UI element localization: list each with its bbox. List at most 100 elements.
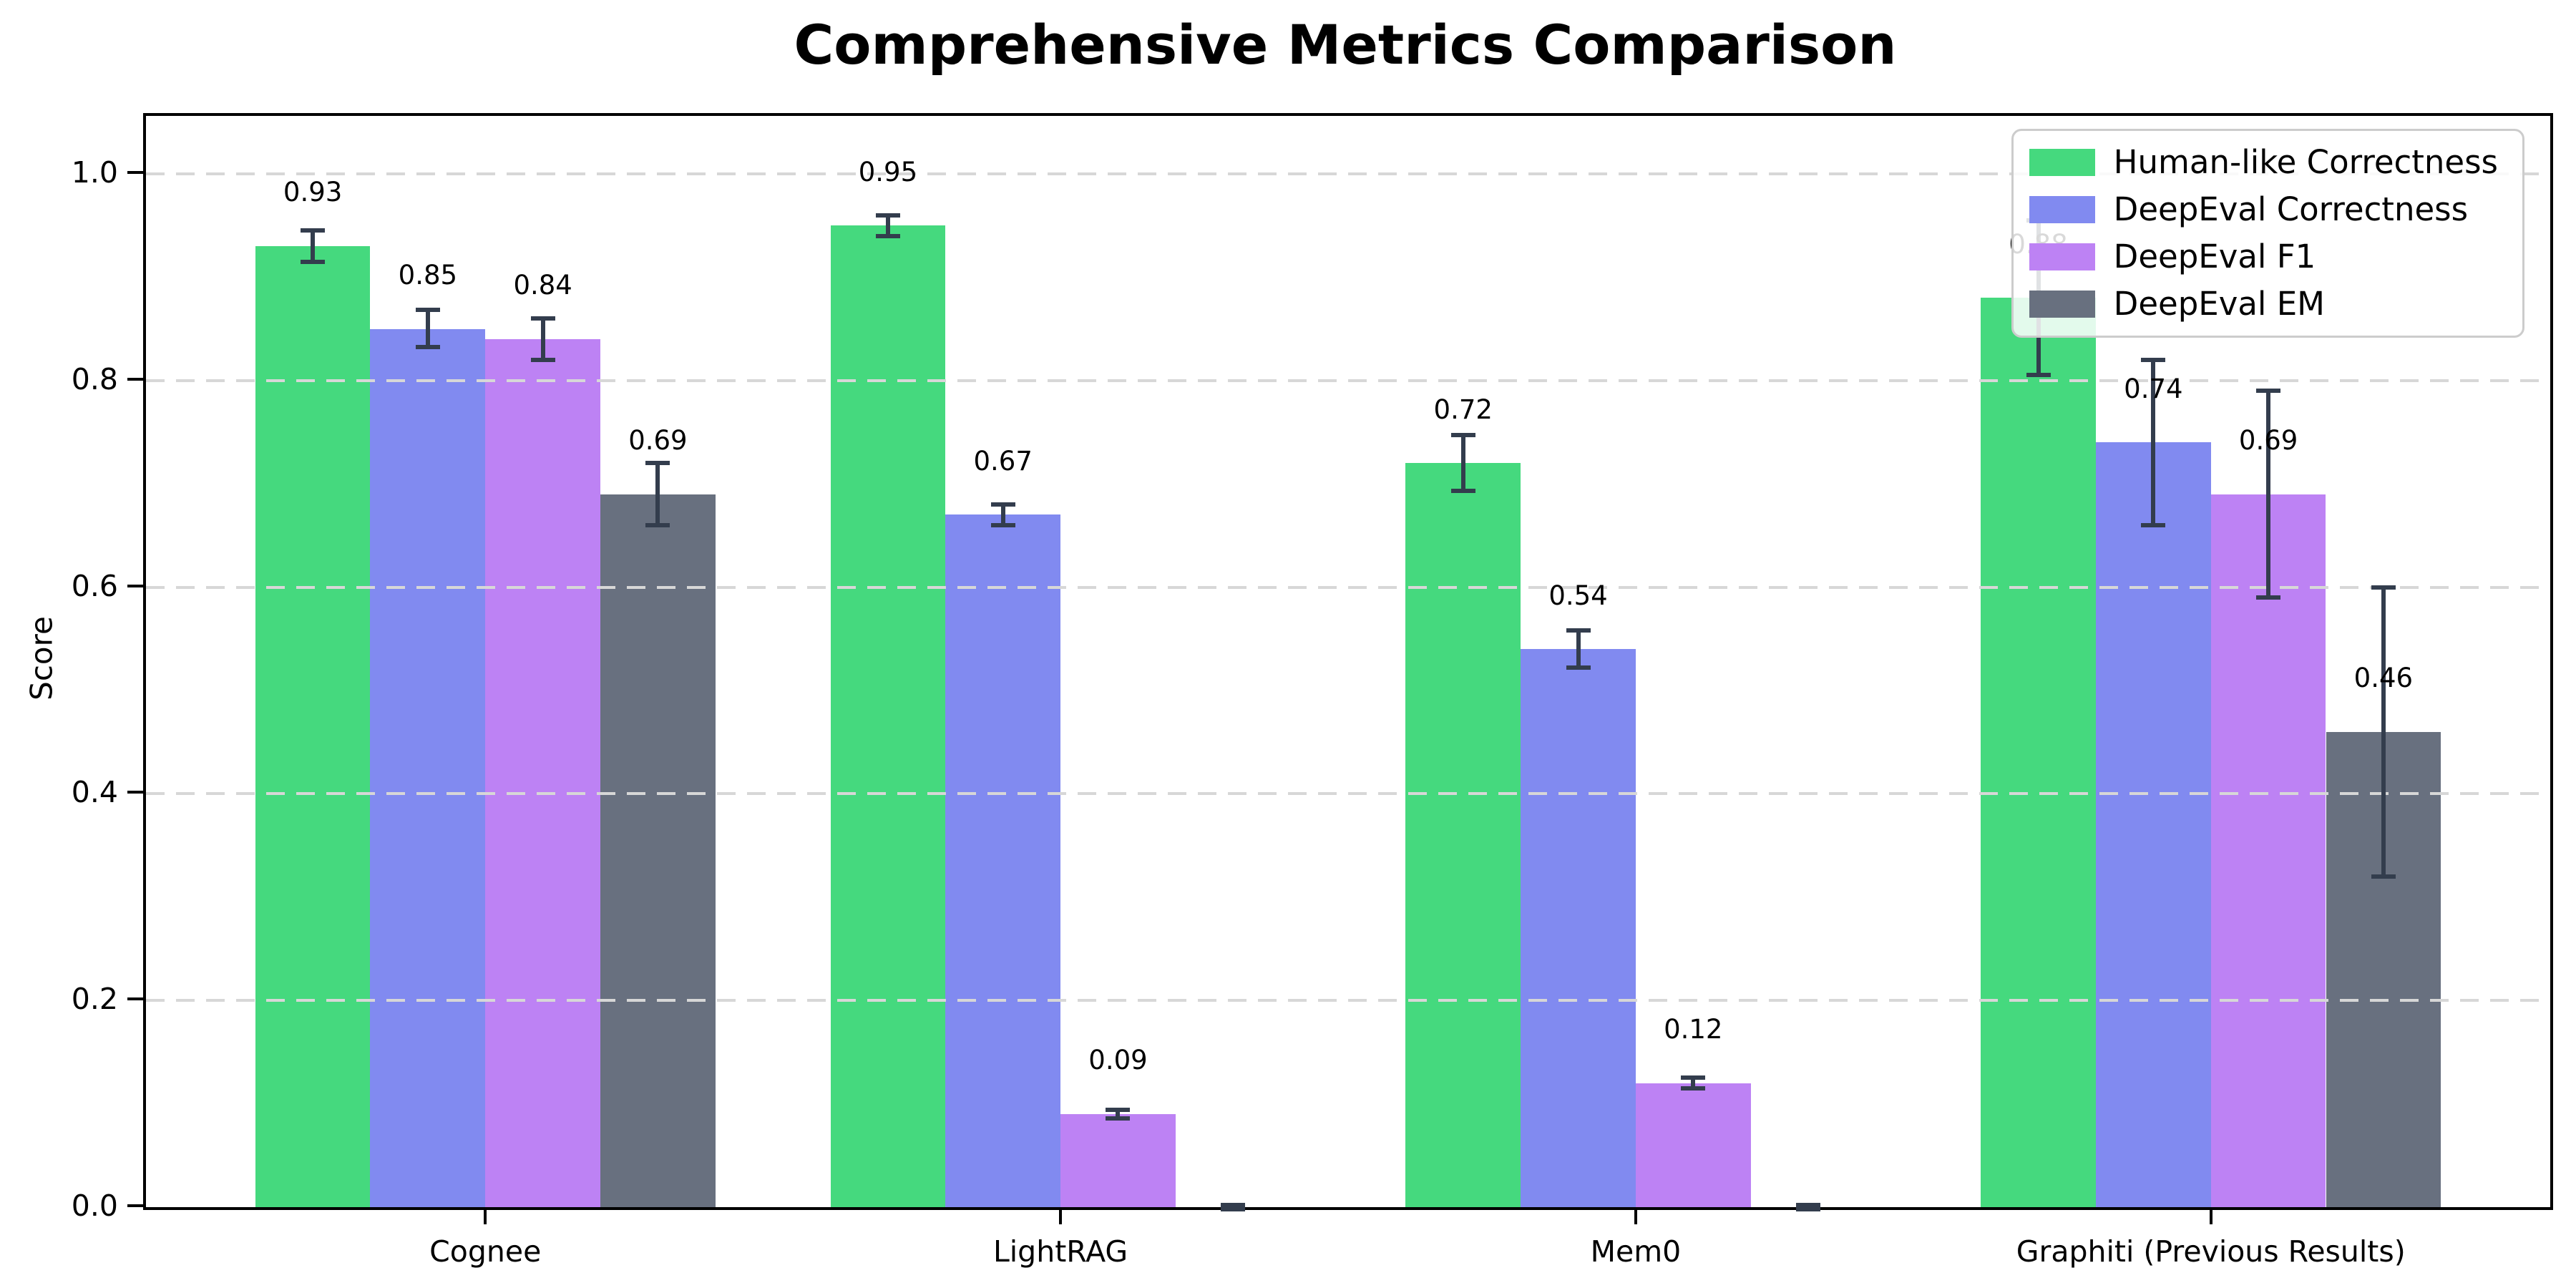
legend-swatch-icon	[2029, 196, 2095, 223]
error-bar-cap	[1106, 1108, 1131, 1113]
bar-value-label: 0.69	[2238, 425, 2298, 456]
error-bar-cap	[2141, 522, 2166, 527]
error-bar-cap	[2026, 373, 2051, 378]
error-bar-line	[655, 463, 660, 525]
error-bar-cap	[990, 502, 1015, 507]
chart-title: Comprehensive Metrics Comparison	[794, 13, 1897, 77]
error-bar-cap	[875, 233, 900, 238]
error-bar-cap	[1796, 1203, 1821, 1208]
bar-cognee-s2	[485, 338, 600, 1207]
legend-label: DeepEval F1	[2113, 238, 2316, 275]
error-bar-cap	[2371, 874, 2396, 879]
error-bar-line	[540, 318, 545, 360]
error-bar-cap	[2141, 357, 2166, 362]
bar-lightrag-s2	[1060, 1114, 1176, 1207]
x-tick-mark	[1634, 1210, 1637, 1224]
bar-value-label: 0.74	[2124, 373, 2183, 404]
y-tick-mark	[127, 997, 143, 1001]
y-tick-label: 0.4	[71, 775, 118, 810]
y-tick-label: 0.8	[71, 361, 118, 396]
legend-label: DeepEval Correctness	[2113, 190, 2469, 228]
error-bar-cap	[415, 308, 440, 313]
x-tick-label-1: LightRAG	[992, 1234, 1128, 1269]
gridline-y-0.8	[146, 379, 2550, 382]
x-tick-mark	[2209, 1210, 2212, 1224]
legend-label: Human-like Correctness	[2113, 143, 2498, 181]
bar-value-label: 0.95	[858, 156, 918, 187]
bar-lightrag-s0	[830, 225, 946, 1207]
bar-mem0-s0	[1405, 463, 1521, 1207]
error-bar-line	[425, 310, 430, 348]
gridline-y-1	[146, 172, 2550, 175]
error-bar-cap	[2256, 595, 2281, 600]
legend-item-0: Human-like Correctness	[2029, 142, 2498, 182]
x-tick-label-0: Cognee	[429, 1234, 542, 1269]
bar-value-label: 0.54	[1548, 580, 1608, 611]
error-bar-cap	[1566, 665, 1591, 670]
legend: Human-like Correctness DeepEval Correctne…	[2011, 129, 2524, 338]
y-tick-label: 0.2	[71, 982, 118, 1017]
bar-lightrag-s1	[945, 514, 1061, 1207]
bar-value-label: 0.69	[628, 425, 688, 456]
error-bar-line	[1576, 630, 1581, 668]
error-bar-cap	[530, 357, 555, 362]
bar-value-label: 0.12	[1664, 1014, 1723, 1045]
bar-value-label: 0.72	[1433, 394, 1493, 425]
legend-item-3: DeepEval EM	[2029, 284, 2498, 324]
bar-graphiti-previous-results--s0	[1981, 298, 2096, 1207]
bar-value-label: 0.09	[1088, 1045, 1148, 1076]
legend-item-1: DeepEval Correctness	[2029, 190, 2498, 230]
bar-cognee-s1	[370, 328, 486, 1207]
bar-value-label: 0.84	[513, 270, 572, 301]
error-bar-cap	[415, 345, 440, 350]
error-bar-cap	[301, 228, 326, 233]
error-bar-cap	[1796, 1206, 1821, 1211]
x-tick-label-3: Graphiti (Previous Results)	[2016, 1234, 2406, 1269]
error-bar-line	[1460, 435, 1465, 492]
y-tick-label: 0.0	[71, 1189, 118, 1223]
y-tick-mark	[127, 170, 143, 174]
legend-label: DeepEval EM	[2113, 285, 2325, 323]
bar-mem0-s2	[1635, 1083, 1751, 1207]
legend-swatch-icon	[2029, 149, 2095, 176]
x-tick-label-2: Mem0	[1590, 1234, 1682, 1269]
error-bar-cap	[1221, 1203, 1246, 1208]
bar-value-label: 0.93	[283, 177, 343, 208]
error-bar-cap	[645, 522, 670, 527]
bar-value-label: 0.46	[2353, 663, 2414, 694]
error-bar-line	[885, 215, 890, 236]
error-bar-cap	[1566, 628, 1591, 633]
error-bar-line	[1691, 1078, 1696, 1088]
error-bar-line	[2266, 391, 2271, 597]
error-bar-cap	[301, 259, 326, 264]
gridline-y-0.6	[146, 585, 2550, 589]
gridline-y-0.4	[146, 792, 2550, 796]
legend-item-2: DeepEval F1	[2029, 237, 2498, 277]
y-tick-mark	[127, 791, 143, 794]
error-bar-cap	[645, 461, 670, 466]
error-bar-line	[2151, 359, 2156, 525]
error-bar-line	[1000, 504, 1005, 525]
error-bar-cap	[2256, 389, 2281, 394]
bar-mem0-s1	[1521, 649, 1636, 1207]
error-bar-cap	[1681, 1075, 1706, 1080]
y-axis-label: Score	[24, 616, 59, 701]
y-tick-mark	[127, 377, 143, 381]
bar-graphiti-previous-results--s1	[2095, 442, 2211, 1207]
legend-swatch-icon	[2029, 243, 2095, 270]
bar-graphiti-previous-results--s2	[2210, 494, 2326, 1207]
bar-cognee-s0	[255, 245, 371, 1207]
bar-cognee-s3	[600, 494, 716, 1207]
error-bar-cap	[1681, 1085, 1706, 1091]
bar-value-label: 0.67	[973, 445, 1033, 477]
x-tick-mark	[484, 1210, 487, 1224]
y-tick-mark	[127, 584, 143, 587]
y-tick-label: 1.0	[71, 155, 118, 190]
y-tick-label: 0.6	[71, 568, 118, 603]
error-bar-cap	[1450, 433, 1475, 438]
error-bar-line	[311, 230, 316, 262]
error-bar-line	[2381, 587, 2386, 877]
error-bar-cap	[530, 316, 555, 321]
error-bar-line	[1116, 1110, 1121, 1118]
